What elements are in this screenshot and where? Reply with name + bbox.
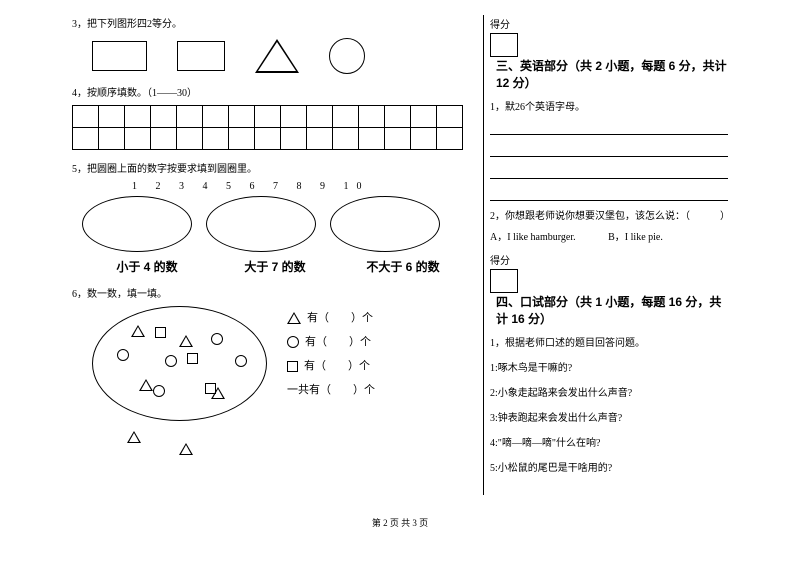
grid-cell xyxy=(385,106,411,128)
grid-cell xyxy=(177,128,203,150)
grid-cell xyxy=(229,128,255,150)
grid-cell xyxy=(307,106,333,128)
q6-ellipse xyxy=(92,306,267,421)
triangle-icon xyxy=(179,443,193,455)
circle-icon xyxy=(329,38,365,74)
oral-q3: 3:钟表跑起来会发出什么声音? xyxy=(490,409,728,424)
ellipse-1 xyxy=(82,196,192,252)
q6-text: 6，数一数，填一填。 xyxy=(72,285,477,300)
triangle-icon xyxy=(287,312,301,324)
section-4-title: 四、口试部分（共 1 小题，每题 16 分，共计 16 分） xyxy=(496,293,728,327)
score-row: 得分 三、英语部分（共 2 小题，每题 6 分，共计 12 分） xyxy=(490,15,728,92)
page-footer: 第 2 页 共 3 页 xyxy=(72,516,728,529)
grid-cell xyxy=(281,106,307,128)
grid-cell xyxy=(411,106,437,128)
rectangle-icon xyxy=(92,41,147,71)
grid-cell xyxy=(307,128,333,150)
r2-options: A，I like hamburger. B，I like pie. xyxy=(490,228,728,243)
q5-text: 5，把圆圈上面的数字按要求填到圆圈里。 xyxy=(72,160,477,175)
grid-cell xyxy=(437,128,463,150)
grid-cell xyxy=(411,128,437,150)
write-line xyxy=(490,141,728,157)
triangle-icon xyxy=(179,335,193,347)
triangle-icon xyxy=(127,431,141,443)
grid-cell xyxy=(359,128,385,150)
r2-text: 2，你想跟老师说你想要汉堡包，该怎么说：（ ） xyxy=(490,207,728,222)
triangle-icon xyxy=(139,379,153,391)
grid-cell xyxy=(99,106,125,128)
score-box xyxy=(490,33,518,57)
grid-cell xyxy=(255,128,281,150)
count-lines: 有（ ）个 有（ ）个 有（ ）个 一共有（ ）个 xyxy=(287,306,375,421)
score-box xyxy=(490,269,518,293)
count-tri: 有（ ）个 xyxy=(307,306,373,330)
oral-q4: 4:"嘀—嘀—嘀"什么在响? xyxy=(490,434,728,449)
grid-cell xyxy=(229,106,255,128)
grid-cell xyxy=(203,106,229,128)
grid-cell xyxy=(203,128,229,150)
square-icon xyxy=(155,327,166,338)
score-label: 得分 xyxy=(490,16,510,31)
grid-cell xyxy=(151,106,177,128)
score-row-4: 得分 四、口试部分（共 1 小题，每题 16 分，共计 16 分） xyxy=(490,251,728,328)
section-3-title: 三、英语部分（共 2 小题，每题 6 分，共计 12 分） xyxy=(496,57,728,91)
grid-cell xyxy=(255,106,281,128)
write-line xyxy=(490,163,728,179)
circle-icon xyxy=(165,355,177,367)
grid-cell xyxy=(125,128,151,150)
square-icon xyxy=(205,383,216,394)
ellipse-label-2: 大于 7 的数 xyxy=(220,258,330,275)
score-label: 得分 xyxy=(490,252,510,267)
grid-cell xyxy=(99,128,125,150)
left-column: 3，把下列图形四2等分。 4，按顺序填数。（1——30） 5，把圆圈上面的数字按… xyxy=(72,15,477,421)
q4-text: 4，按顺序填数。（1——30） xyxy=(72,84,477,99)
grid-cell xyxy=(73,106,99,128)
r2-opt-a: A，I like hamburger. xyxy=(490,232,576,243)
circle-icon xyxy=(211,333,223,345)
r1-text: 1，默26个英语字母。 xyxy=(490,98,728,113)
circle-icon xyxy=(235,355,247,367)
ellipse-label-3: 不大于 6 的数 xyxy=(348,258,458,275)
circle-icon xyxy=(287,336,299,348)
write-line xyxy=(490,119,728,135)
q4-grid xyxy=(72,105,463,150)
square-icon xyxy=(187,353,198,364)
triangle-icon xyxy=(255,39,299,73)
grid-cell xyxy=(437,106,463,128)
triangle-icon xyxy=(131,325,145,337)
count-total: 一共有（ ）个 xyxy=(287,378,375,402)
q3-shapes xyxy=(92,38,477,74)
ellipse-row xyxy=(82,196,477,252)
ellipse-3 xyxy=(330,196,440,252)
count-circ: 有（ ）个 xyxy=(305,330,371,354)
column-divider xyxy=(483,15,484,495)
ellipse-labels: 小于 4 的数 大于 7 的数 不大于 6 的数 xyxy=(92,258,477,275)
grid-cell xyxy=(125,106,151,128)
circle-icon xyxy=(153,385,165,397)
grid-cell xyxy=(333,128,359,150)
grid-cell xyxy=(359,106,385,128)
right-column: 得分 三、英语部分（共 2 小题，每题 6 分，共计 12 分） 1，默26个英… xyxy=(490,15,728,484)
grid-cell xyxy=(177,106,203,128)
grid-cell xyxy=(151,128,177,150)
oral-q1: 1:啄木鸟是干嘛的? xyxy=(490,359,728,374)
ellipse-2 xyxy=(206,196,316,252)
count-sq: 有（ ）个 xyxy=(304,354,370,378)
grid-cell xyxy=(281,128,307,150)
grid-cell xyxy=(385,128,411,150)
ellipse-label-1: 小于 4 的数 xyxy=(92,258,202,275)
square-icon xyxy=(287,361,298,372)
number-line: 1 2 3 4 5 6 7 8 9 10 xyxy=(132,181,477,192)
grid-cell xyxy=(73,128,99,150)
q3-text: 3，把下列图形四2等分。 xyxy=(72,15,477,30)
circle-icon xyxy=(117,349,129,361)
oral-q2: 2:小象走起路来会发出什么声音? xyxy=(490,384,728,399)
oral-q5: 5:小松鼠的尾巴是干啥用的? xyxy=(490,459,728,474)
rectangle-icon xyxy=(177,41,225,71)
r2-opt-b: B，I like pie. xyxy=(608,232,663,243)
write-line xyxy=(490,185,728,201)
o1-text: 1，根据老师口述的题目回答问题。 xyxy=(490,334,728,349)
grid-cell xyxy=(333,106,359,128)
